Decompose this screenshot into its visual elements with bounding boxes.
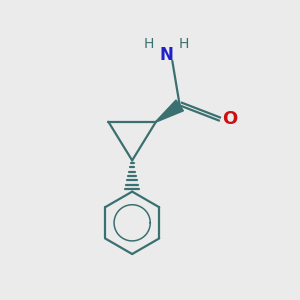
Text: N: N [159, 46, 173, 64]
Text: H: H [143, 38, 154, 52]
Polygon shape [156, 100, 183, 122]
Text: H: H [179, 38, 189, 52]
Text: O: O [222, 110, 237, 128]
